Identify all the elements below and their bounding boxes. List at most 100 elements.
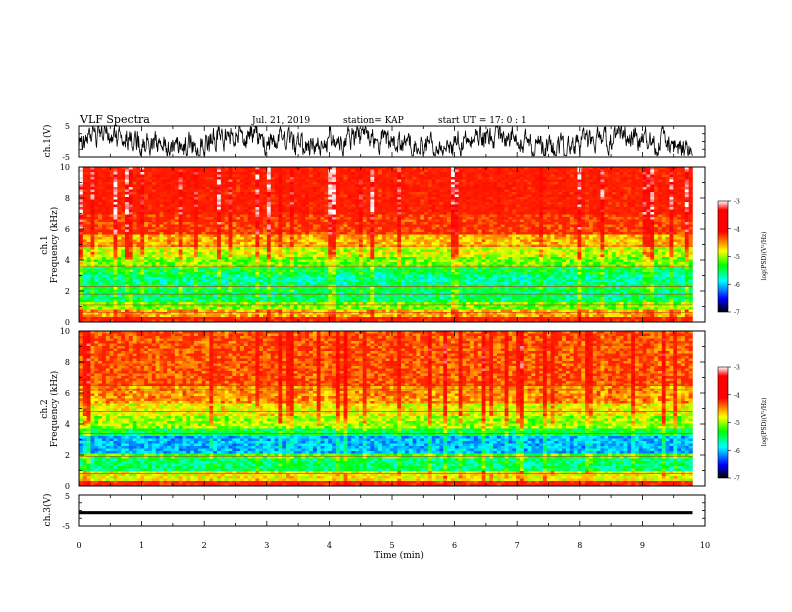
spectrogram-cell — [519, 199, 525, 203]
spectrogram-cell — [274, 237, 279, 240]
spectrogram-cell — [236, 209, 241, 213]
spectrogram-cell — [397, 207, 402, 210]
spectrogram-cell — [374, 197, 379, 200]
spectrogram-cell — [358, 194, 364, 198]
spectrogram-cell — [374, 227, 379, 230]
spectrogram-cell — [565, 227, 571, 230]
spectrogram-cell — [247, 167, 252, 170]
spectrogram-cell — [320, 182, 325, 185]
spectrogram-cell — [408, 239, 413, 243]
spectrogram-cell — [496, 174, 502, 178]
spectrogram-cell — [201, 214, 206, 218]
spectrogram-cell — [565, 187, 571, 190]
spectrogram-cell — [94, 227, 99, 230]
spectrogram-cell — [431, 237, 436, 240]
spectrogram-cell — [155, 177, 160, 180]
spectrogram-cell — [151, 212, 156, 215]
spectrogram-cell — [86, 189, 91, 193]
spectrogram-cell — [163, 167, 168, 170]
spectrogram-cell — [255, 194, 260, 198]
spectrogram-cell — [588, 194, 594, 198]
spectrogram-cell — [458, 204, 463, 208]
spectrogram-cell — [159, 189, 164, 193]
spectrogram-cell — [320, 187, 325, 190]
spectrogram-cell — [554, 172, 559, 175]
spectrogram-cell — [159, 182, 164, 185]
spectrogram-cell — [312, 202, 318, 205]
spectrogram-cell — [148, 234, 153, 238]
spectrogram-cell — [604, 169, 609, 173]
spectrogram-cell — [408, 232, 413, 235]
spectrogram-cell — [201, 194, 206, 198]
spectrogram-cell — [646, 167, 651, 170]
spectrogram-cell — [213, 207, 218, 210]
spectrogram-cell — [86, 194, 91, 198]
spectrogram-cell — [113, 229, 118, 233]
spectrogram-cell — [638, 227, 643, 230]
spectrogram-cell — [312, 237, 318, 240]
spectrogram-cell — [473, 167, 479, 170]
spectrogram-cell — [581, 182, 586, 185]
spectrogram-cell — [128, 224, 133, 228]
spectrogram-cell — [535, 167, 540, 170]
spectrogram-cell — [592, 172, 597, 175]
spectrogram-cell — [508, 184, 513, 188]
spectrogram-cell — [339, 242, 344, 245]
spectrogram-cell — [489, 234, 494, 238]
spectrogram-cell — [546, 212, 551, 215]
spectrogram-cell — [481, 187, 486, 190]
spectrogram-cell — [519, 217, 525, 220]
spectrogram-cell — [351, 224, 356, 228]
spectrogram-cell — [508, 212, 513, 215]
spectrogram-cell — [190, 179, 195, 183]
spectrogram-cell — [174, 207, 179, 210]
spectrogram-cell — [473, 199, 479, 203]
spectrogram-cell — [531, 172, 536, 175]
spectrogram-cell — [546, 222, 551, 225]
spectrogram-cell — [412, 224, 417, 228]
spectrogram-cell — [592, 227, 597, 230]
spectrogram-cell — [155, 212, 160, 215]
spectrogram-cell — [592, 219, 597, 223]
spectrogram-cell — [128, 209, 133, 213]
spectrogram-cell — [466, 202, 471, 205]
spectrogram-cell — [286, 207, 291, 210]
spectrogram-cell — [351, 182, 356, 185]
spectrogram-cell — [125, 207, 130, 210]
spectrogram-cell — [420, 227, 425, 230]
spectrogram-cell — [458, 232, 463, 235]
spectrogram-cell — [596, 217, 601, 220]
spectrogram-cell — [351, 214, 356, 218]
spectrogram-cell — [542, 177, 548, 180]
spectrogram-cell — [458, 197, 463, 200]
spectrogram-cell — [654, 169, 659, 173]
spectrogram-cell — [404, 194, 410, 198]
spectrogram-cell — [358, 232, 364, 235]
spectrogram-cell — [148, 199, 153, 203]
spectrogram-cell — [489, 204, 494, 208]
spectrogram-cell — [519, 189, 525, 193]
spectrogram-cell — [680, 197, 686, 200]
spectrogram-cell — [240, 177, 245, 180]
spectrogram-cell — [286, 227, 291, 230]
spectrogram-cell — [197, 167, 202, 170]
spectrogram-cell — [174, 179, 179, 183]
spectrogram-cell — [309, 224, 314, 228]
spectrogram-cell — [516, 167, 521, 170]
spectrogram-cell — [596, 232, 601, 235]
spectrogram-cell — [485, 199, 490, 203]
spectrogram-cell — [680, 182, 686, 185]
spectrogram-cell — [412, 182, 417, 185]
spectrogram-cell — [546, 182, 551, 185]
spectrogram-cell — [504, 192, 509, 195]
spectrogram-cell — [470, 174, 475, 178]
spectrogram-cell — [642, 169, 647, 173]
spectrogram-cell — [573, 189, 578, 193]
spectrogram-cell — [213, 174, 218, 178]
spectrogram-cell — [266, 174, 272, 178]
spectrogram-cell — [339, 177, 344, 180]
spectrogram-cell — [500, 184, 505, 188]
spectrogram-cell — [420, 177, 425, 180]
spectrogram-cell — [634, 204, 640, 208]
spectrogram-cell — [255, 199, 260, 203]
